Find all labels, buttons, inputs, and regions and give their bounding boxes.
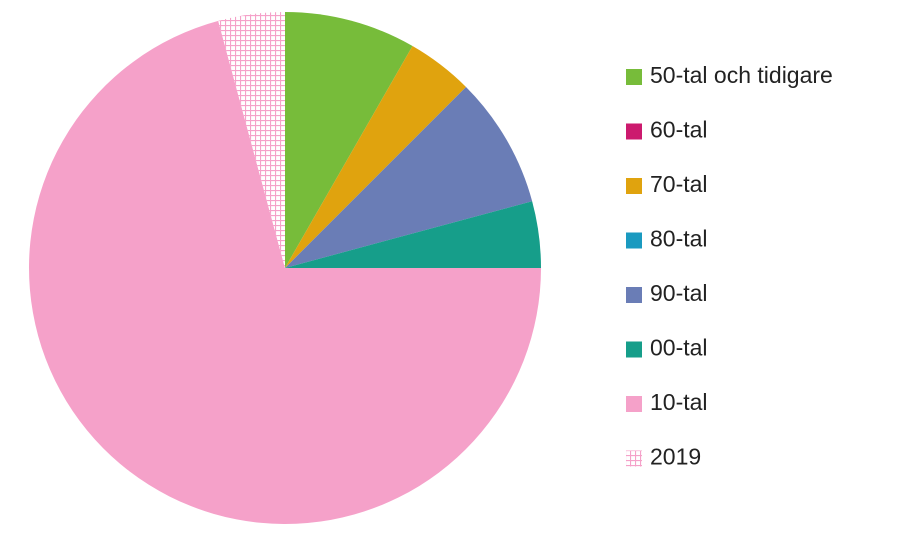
legend-label: 90-tal — [650, 280, 708, 306]
legend-swatch — [626, 69, 642, 85]
pie-slice — [28, 20, 541, 524]
legend-label: 60-tal — [650, 117, 708, 143]
legend-swatch — [626, 123, 642, 140]
pie-slice — [285, 12, 413, 268]
pie-slice — [285, 86, 533, 268]
legend-label: 10-tal — [650, 389, 708, 415]
legend-swatch — [626, 341, 642, 358]
legend-label: 2019 — [650, 444, 701, 470]
legend-swatch — [626, 396, 642, 412]
legend-swatch — [626, 178, 642, 194]
pie-slice — [285, 86, 467, 268]
legend-swatch — [626, 450, 642, 467]
legend-label: 50-tal och tidigare — [650, 62, 833, 88]
legend-label: 70-tal — [650, 171, 708, 197]
pie-slice — [218, 12, 285, 268]
legend-label: 00-tal — [650, 335, 708, 361]
pie-slice — [285, 201, 541, 268]
legend-swatch — [626, 232, 642, 249]
legend-swatch — [626, 287, 642, 303]
pie-slice — [285, 46, 467, 268]
legend-label: 80-tal — [650, 226, 708, 252]
